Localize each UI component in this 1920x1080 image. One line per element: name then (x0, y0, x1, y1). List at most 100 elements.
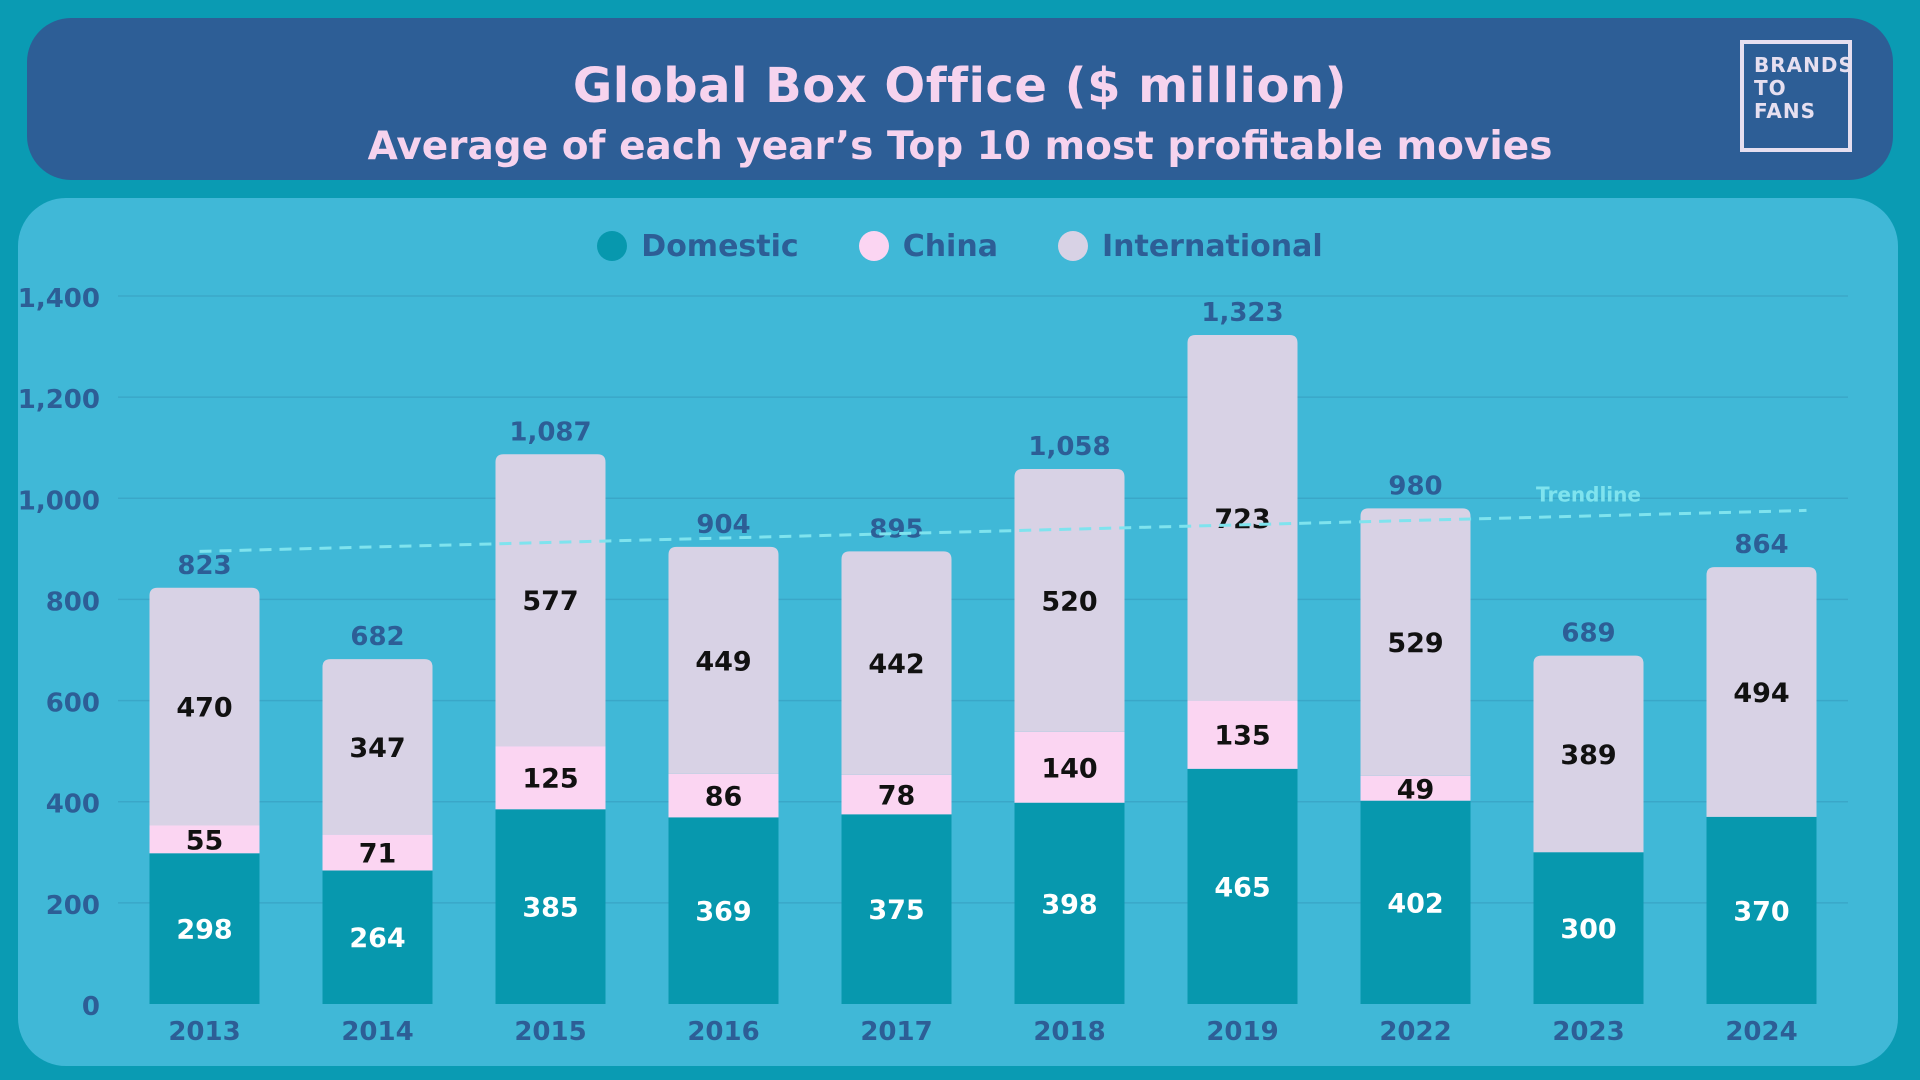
x-tick-label: 2024 (1725, 1017, 1797, 1047)
data-label-international: 520 (1041, 586, 1097, 617)
bar-segment-china (1187, 700, 1298, 769)
logo-line: BRANDS (1754, 53, 1854, 77)
bar-segment-domestic (322, 870, 433, 1004)
legend-item-domestic: Domestic (597, 228, 799, 264)
data-label-international: 577 (522, 586, 578, 617)
bar-segment-domestic (841, 814, 952, 1004)
data-label-domestic: 398 (1041, 889, 1097, 920)
data-label-china: 135 (1214, 721, 1270, 752)
x-tick-label: 2022 (1379, 1017, 1451, 1047)
bar-segment-international (1014, 468, 1125, 732)
data-label-domestic: 375 (868, 895, 924, 926)
data-label-international: 470 (176, 693, 232, 724)
data-label-china: 78 (878, 781, 916, 812)
legend-label-domestic: Domestic (641, 228, 799, 264)
x-tick-label: 2019 (1206, 1017, 1278, 1047)
y-tick-label: 1,200 (18, 385, 100, 415)
bar-segment-domestic (668, 817, 779, 1004)
bar-segment-china (495, 746, 606, 810)
x-tick-label: 2013 (168, 1017, 240, 1047)
data-label-domestic: 369 (695, 897, 751, 928)
bar-segment-domestic (1706, 816, 1817, 1004)
bar-segment-domestic (495, 809, 606, 1004)
data-label-domestic: 300 (1560, 914, 1616, 945)
data-label-china: 55 (186, 825, 224, 856)
bar-segment-domestic (1187, 768, 1298, 1004)
total-label: 823 (177, 551, 231, 581)
legend-label-china: China (902, 228, 998, 264)
y-tick-label: 1,000 (18, 486, 100, 516)
chart-subtitle: Average of each year’s Top 10 most profi… (367, 124, 1553, 169)
x-tick-label: 2014 (341, 1017, 413, 1047)
data-label-china: 71 (359, 839, 397, 870)
y-tick-label: 800 (46, 587, 100, 617)
bar-segment-international (149, 587, 260, 826)
bar-segment-international (1706, 567, 1817, 817)
x-tick-label: 2018 (1033, 1017, 1105, 1047)
x-tick-label: 2023 (1552, 1017, 1624, 1047)
legend-label-international: International (1101, 228, 1323, 264)
total-label: 1,087 (509, 417, 591, 447)
bar-segment-domestic (149, 853, 260, 1004)
total-label: 1,058 (1028, 432, 1110, 462)
data-label-domestic: 264 (349, 923, 405, 954)
data-label-international: 723 (1214, 504, 1270, 535)
y-tick-label: 0 (82, 992, 100, 1022)
total-label: 980 (1388, 471, 1442, 501)
total-label: 864 (1734, 530, 1788, 560)
total-label: 1,323 (1201, 298, 1283, 328)
logo-line: FANS (1754, 99, 1816, 123)
bar-segment-international (1360, 508, 1471, 776)
data-label-international: 347 (349, 733, 405, 764)
data-label-international: 449 (695, 646, 751, 677)
legend-swatch-international (1057, 231, 1088, 261)
bar-segment-domestic (1014, 802, 1125, 1004)
bar-segment-international (495, 454, 606, 747)
bar-segment-international (668, 546, 779, 774)
legend: Domestic China International (0, 226, 1920, 266)
data-label-china: 49 (1397, 774, 1435, 805)
brand-logo: BRANDS TO FANS (1740, 40, 1854, 152)
data-label-international: 529 (1387, 628, 1443, 659)
data-label-china: 125 (522, 764, 578, 795)
bar-segment-international (322, 659, 433, 835)
data-label-domestic: 465 (1214, 872, 1270, 903)
data-label-domestic: 370 (1733, 896, 1789, 927)
trendline-label: Trendline (1536, 482, 1641, 506)
chart-header: Global Box Office ($ million) Average of… (27, 18, 1893, 180)
y-tick-label: 600 (46, 689, 100, 719)
data-label-domestic: 402 (1387, 888, 1443, 919)
bar-segment-domestic (1533, 852, 1644, 1004)
bar-segment-international (1187, 334, 1298, 701)
legend-item-china: China (858, 228, 998, 264)
legend-swatch-domestic (597, 231, 628, 261)
legend-item-international: International (1057, 228, 1323, 264)
bar-segment-china (149, 825, 260, 854)
legend-swatch-china (858, 231, 889, 261)
total-label: 895 (869, 514, 923, 544)
bar-segment-china (1360, 775, 1471, 801)
bar-segment-china (668, 773, 779, 818)
trendline (199, 508, 1807, 553)
bar-segment-domestic (1360, 800, 1471, 1004)
logo-line: TO (1754, 76, 1787, 100)
data-label-international: 494 (1733, 678, 1789, 709)
total-label: 682 (350, 622, 404, 652)
data-label-china: 140 (1041, 753, 1097, 784)
data-label-international: 442 (868, 649, 924, 680)
data-label-international: 389 (1560, 740, 1616, 771)
total-label: 904 (696, 510, 750, 540)
bar-segment-international (1533, 655, 1644, 853)
bar-segment-china (322, 834, 433, 871)
data-label-china: 86 (705, 782, 743, 813)
bar-segment-china (841, 774, 952, 815)
chart-title: Global Box Office ($ million) (572, 58, 1348, 114)
data-label-domestic: 385 (522, 893, 578, 924)
x-tick-label: 2017 (860, 1017, 932, 1047)
x-tick-label: 2015 (514, 1017, 586, 1047)
bar-segment-china (1014, 731, 1125, 803)
y-tick-label: 1,400 (18, 284, 100, 314)
y-tick-label: 200 (46, 891, 100, 921)
y-tick-label: 400 (46, 790, 100, 820)
